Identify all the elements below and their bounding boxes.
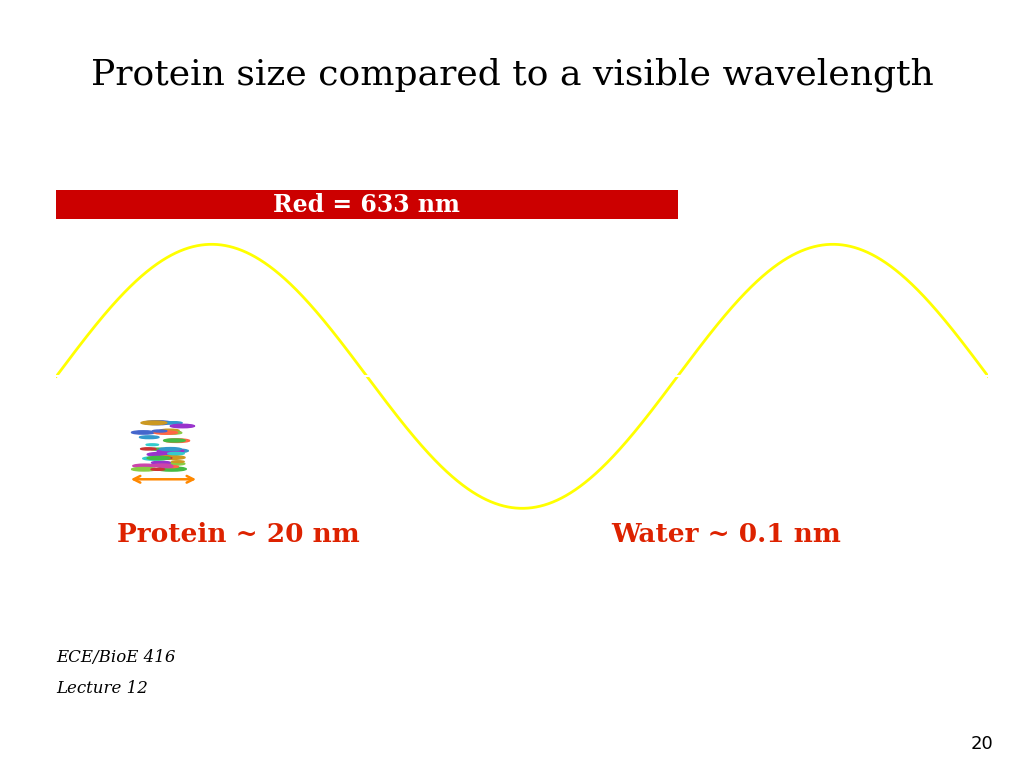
Circle shape	[147, 452, 176, 456]
Circle shape	[139, 436, 159, 439]
Circle shape	[142, 457, 166, 460]
Text: Lecture 12: Lecture 12	[56, 680, 148, 697]
Circle shape	[146, 444, 159, 445]
Circle shape	[160, 457, 172, 458]
Circle shape	[147, 456, 170, 460]
Circle shape	[161, 449, 188, 453]
Circle shape	[167, 432, 181, 433]
Circle shape	[153, 430, 167, 432]
Circle shape	[154, 431, 177, 434]
Circle shape	[170, 424, 195, 428]
Circle shape	[141, 421, 167, 425]
Circle shape	[172, 461, 184, 462]
Circle shape	[131, 431, 155, 434]
Circle shape	[132, 468, 157, 471]
Circle shape	[151, 449, 166, 450]
Circle shape	[152, 464, 172, 467]
Circle shape	[159, 455, 185, 459]
FancyBboxPatch shape	[56, 190, 678, 219]
Circle shape	[143, 421, 171, 425]
Circle shape	[157, 449, 183, 453]
Text: Protein ~ 20 nm: Protein ~ 20 nm	[117, 522, 359, 548]
Text: Water ~ 0.1 nm: Water ~ 0.1 nm	[610, 522, 841, 548]
Circle shape	[165, 462, 185, 465]
Circle shape	[160, 429, 179, 432]
Text: ECE/BioE 416: ECE/BioE 416	[56, 649, 176, 666]
Circle shape	[157, 467, 186, 471]
Text: Red = 633 nm: Red = 633 nm	[273, 193, 461, 217]
Circle shape	[133, 464, 157, 468]
Circle shape	[160, 465, 173, 468]
Text: 20: 20	[971, 735, 993, 753]
Circle shape	[164, 439, 189, 442]
Circle shape	[164, 465, 178, 468]
Text: Protein size compared to a visible wavelength: Protein size compared to a visible wavel…	[91, 58, 933, 92]
Circle shape	[165, 422, 182, 424]
Circle shape	[164, 439, 185, 442]
Circle shape	[168, 452, 184, 455]
Circle shape	[140, 448, 156, 450]
Circle shape	[152, 462, 170, 464]
Circle shape	[160, 448, 181, 451]
Circle shape	[152, 468, 165, 470]
Circle shape	[162, 432, 182, 434]
